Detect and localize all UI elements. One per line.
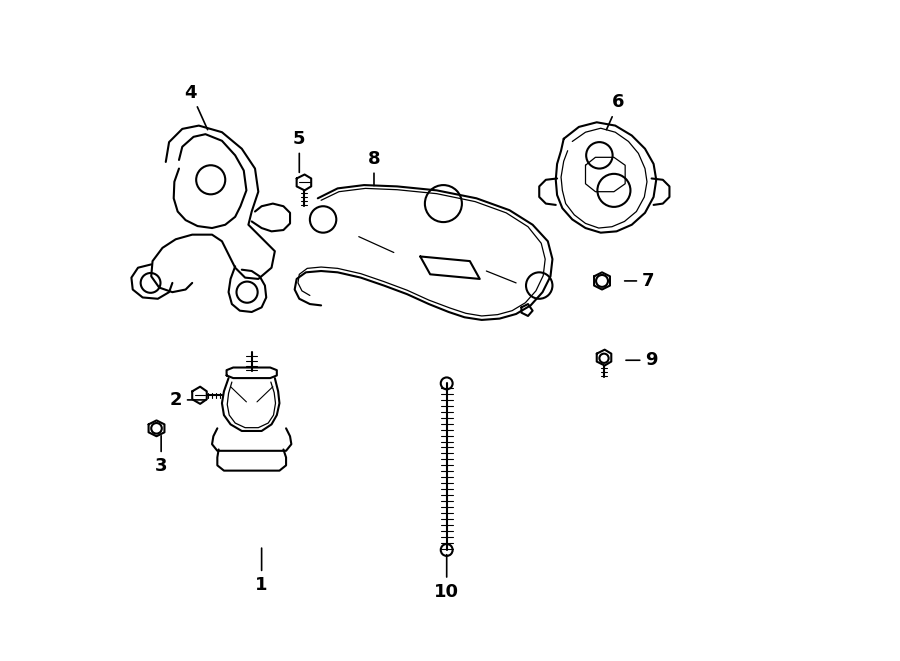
- Text: 3: 3: [155, 436, 167, 475]
- Text: 1: 1: [256, 548, 268, 594]
- Text: 8: 8: [368, 149, 381, 186]
- Text: 4: 4: [184, 83, 208, 130]
- Text: 5: 5: [293, 130, 305, 173]
- Text: 2: 2: [169, 391, 206, 409]
- Text: 6: 6: [607, 93, 625, 130]
- Text: 10: 10: [434, 555, 459, 601]
- Text: 9: 9: [626, 351, 658, 369]
- Text: 7: 7: [625, 272, 654, 290]
